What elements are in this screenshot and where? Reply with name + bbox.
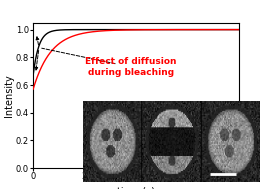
Text: Effect of diffusion
during bleaching: Effect of diffusion during bleaching	[85, 57, 176, 77]
X-axis label: time (s): time (s)	[117, 187, 155, 189]
Y-axis label: Intensity: Intensity	[4, 74, 14, 117]
